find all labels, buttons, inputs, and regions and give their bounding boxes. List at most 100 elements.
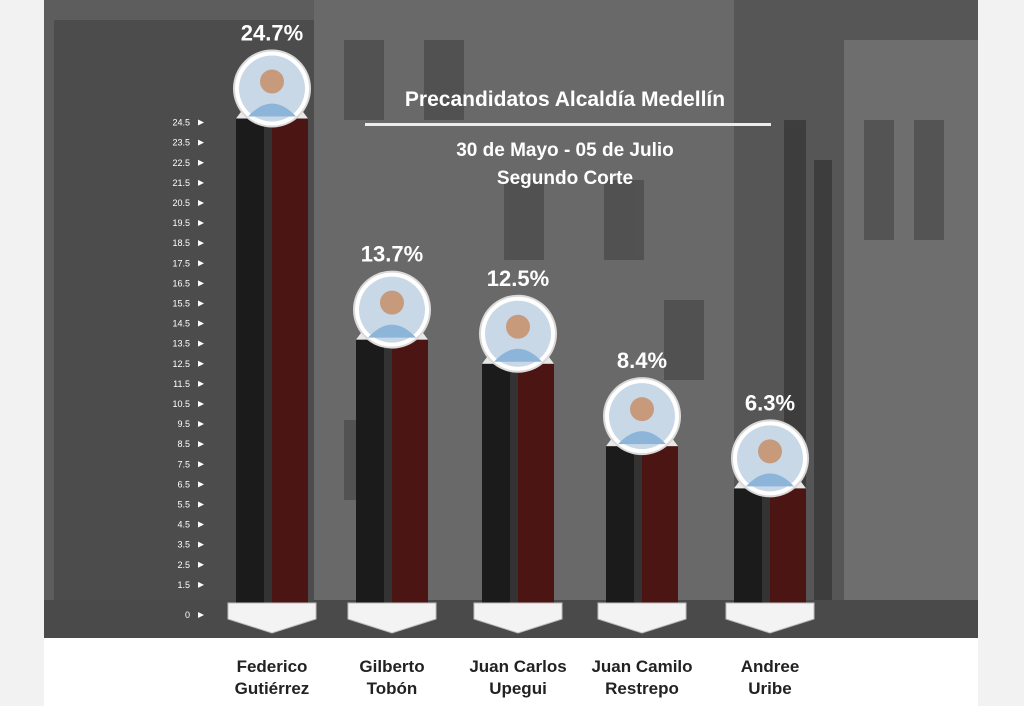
value-label: 6.3% xyxy=(745,390,795,415)
bar-highlight xyxy=(264,118,272,615)
y-axis: 0 1.5 2.5 3.5 4.5 5.5 6.5 7.5 8.5 9.5 10.5 11.5 12.5… xyxy=(172,118,204,620)
y-tick-marker xyxy=(198,139,204,146)
bar: 24.7% xyxy=(227,21,317,634)
chart-subtitle: 30 de Mayo - 05 de Julio Segundo Corte xyxy=(350,137,780,193)
bar-right-face xyxy=(392,339,428,615)
bar: 6.3% xyxy=(725,390,815,634)
y-tick-label: 21.5 xyxy=(172,178,190,188)
bar-right-face xyxy=(642,446,678,615)
y-tick-marker xyxy=(198,541,204,548)
y-tick-label: 2.5 xyxy=(177,560,190,570)
y-tick-marker xyxy=(198,220,204,227)
bar-highlight xyxy=(384,339,392,615)
bar-right-face xyxy=(518,363,554,615)
subtitle-cut: Segundo Corte xyxy=(496,168,634,189)
y-tick-label: 13.5 xyxy=(172,339,190,349)
y-tick-marker xyxy=(198,300,204,307)
y-tick-marker xyxy=(198,320,204,327)
avatar-face xyxy=(506,314,530,339)
y-tick-marker xyxy=(198,179,204,186)
candidate-name-line: Juan Camilo xyxy=(591,657,693,676)
avatar-face xyxy=(630,397,654,422)
y-tick-label: 1.5 xyxy=(177,580,190,590)
y-tick-marker xyxy=(198,380,204,387)
bar-right-face xyxy=(770,488,806,615)
bar-base xyxy=(597,602,687,634)
y-tick-marker xyxy=(198,581,204,588)
candidate-name: Gilberto Tobón xyxy=(332,656,452,700)
candidate-name: Federico Gutiérrez xyxy=(212,656,332,700)
y-tick-label: 12.5 xyxy=(172,359,190,369)
y-tick-marker xyxy=(198,199,204,206)
y-tick-label: 10.5 xyxy=(172,399,190,409)
y-tick-marker xyxy=(198,360,204,367)
y-tick-label: 5.5 xyxy=(177,499,190,509)
y-tick-label: 17.5 xyxy=(172,258,190,268)
bar-right-face xyxy=(272,118,308,615)
bar-base xyxy=(725,602,815,634)
avatar-face xyxy=(380,290,404,315)
candidate-name-line: Gilberto xyxy=(359,657,425,676)
y-tick-label: 24.5 xyxy=(172,118,190,128)
avatar-shoulders xyxy=(368,324,416,338)
candidate-name: Juan Carlos Upegui xyxy=(458,656,578,700)
candidate-name: Juan Camilo Restrepo xyxy=(582,656,702,700)
y-tick-marker xyxy=(198,280,204,287)
y-tick-marker xyxy=(198,159,204,166)
y-tick-label: 6.5 xyxy=(177,479,190,489)
y-tick-marker xyxy=(198,260,204,267)
y-tick-marker xyxy=(198,612,204,618)
avatar-shoulders xyxy=(248,103,296,117)
bar-base xyxy=(227,602,317,634)
y-tick-label: 23.5 xyxy=(172,138,190,148)
y-tick-label: 8.5 xyxy=(177,439,190,449)
candidate-name-line: Andree xyxy=(740,657,800,676)
bar: 13.7% xyxy=(347,242,437,634)
avatar-shoulders xyxy=(618,431,666,445)
value-label: 13.7% xyxy=(361,242,423,267)
bar: 8.4% xyxy=(597,348,687,634)
bar: 12.5% xyxy=(473,266,563,634)
avatar-face xyxy=(758,439,782,464)
y-tick-label: 3.5 xyxy=(177,540,190,550)
y-tick-marker xyxy=(198,119,204,126)
left-frame xyxy=(0,0,44,706)
right-frame xyxy=(978,0,1024,706)
candidate-name-line: Restrepo xyxy=(605,679,679,698)
y-tick-marker xyxy=(198,441,204,448)
y-tick-marker xyxy=(198,240,204,247)
y-tick-marker xyxy=(198,561,204,568)
y-tick-label: 4.5 xyxy=(177,520,190,530)
y-tick-marker xyxy=(198,501,204,508)
y-tick-label: 20.5 xyxy=(172,198,190,208)
candidate-name: Andree Uribe xyxy=(710,656,830,700)
bar-base xyxy=(347,602,437,634)
subtitle-dates: 30 de Mayo - 05 de Julio xyxy=(456,140,674,161)
y-tick-marker xyxy=(198,461,204,468)
value-label: 8.4% xyxy=(617,348,667,373)
bar-base xyxy=(473,602,563,634)
candidate-name-line: Federico xyxy=(236,657,308,676)
chart-title: Precandidatos Alcaldía Medellín xyxy=(404,88,726,111)
bar-highlight xyxy=(634,446,642,615)
y-tick-label: 16.5 xyxy=(172,278,190,288)
y-tick-label: 14.5 xyxy=(172,319,190,329)
y-tick-label: 19.5 xyxy=(172,218,190,228)
bar-highlight xyxy=(762,488,770,615)
y-tick-marker xyxy=(198,421,204,428)
y-tick-marker xyxy=(198,481,204,488)
y-tick-label: 9.5 xyxy=(177,419,190,429)
y-tick-label: 18.5 xyxy=(172,238,190,248)
bar-left-face xyxy=(482,363,518,615)
avatar-shoulders xyxy=(746,473,794,487)
y-tick-label: 22.5 xyxy=(172,158,190,168)
candidate-name-line: Gutiérrez xyxy=(234,679,310,698)
names-panel xyxy=(44,638,978,706)
title-underline xyxy=(365,123,771,126)
value-label: 24.7% xyxy=(241,21,303,46)
y-tick-marker xyxy=(198,340,204,347)
y-tick-marker xyxy=(198,400,204,407)
bar-left-face xyxy=(734,488,770,615)
bar-left-face xyxy=(236,118,272,615)
